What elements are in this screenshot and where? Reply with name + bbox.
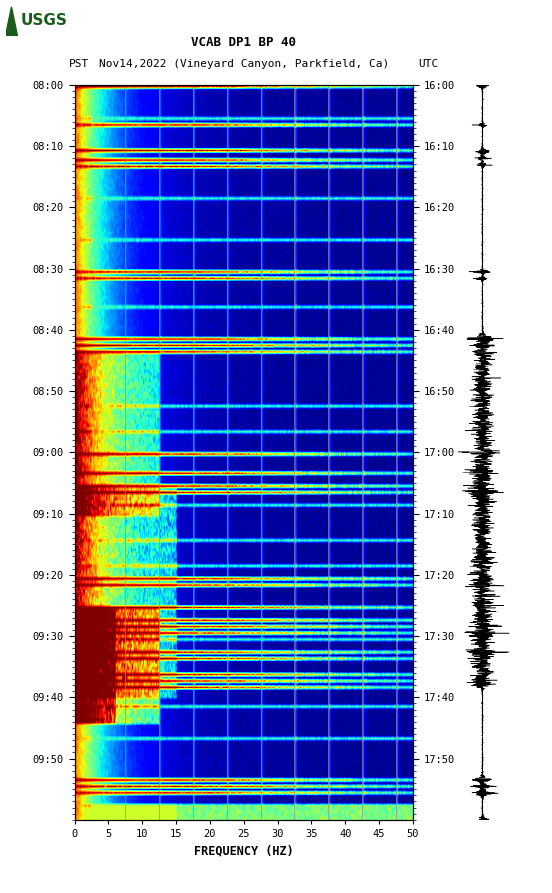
Text: VCAB DP1 BP 40: VCAB DP1 BP 40 [191, 37, 296, 49]
Text: USGS: USGS [20, 13, 67, 28]
X-axis label: FREQUENCY (HZ): FREQUENCY (HZ) [194, 845, 294, 857]
Text: PST: PST [69, 59, 89, 70]
Text: Nov14,2022 (Vineyard Canyon, Parkfield, Ca): Nov14,2022 (Vineyard Canyon, Parkfield, … [99, 59, 389, 70]
Text: UTC: UTC [418, 59, 439, 70]
Polygon shape [6, 7, 18, 36]
